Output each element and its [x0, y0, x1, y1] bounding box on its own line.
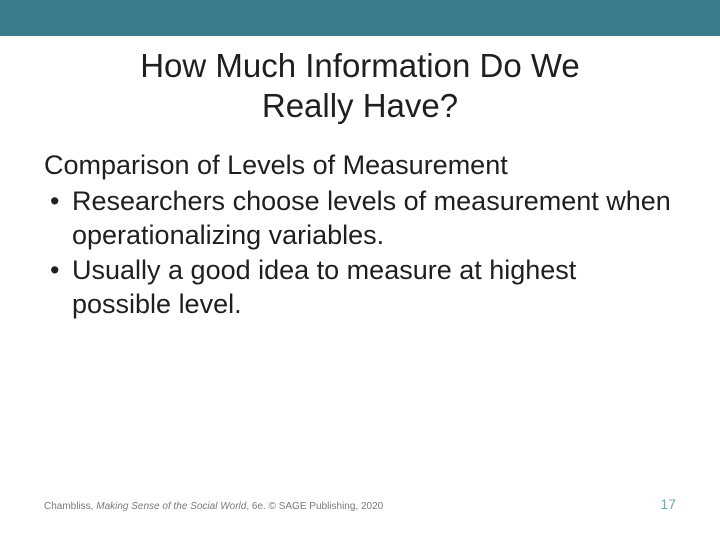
title-line-2: Really Have?: [262, 87, 458, 124]
list-item: Usually a good idea to measure at highes…: [44, 254, 676, 322]
slide-title: How Much Information Do We Really Have?: [0, 46, 720, 125]
slide-content: Comparison of Levels of Measurement Rese…: [0, 149, 720, 322]
footer-book-title: Making Sense of the Social World: [96, 501, 246, 512]
footer-citation: Chambliss, Making Sense of the Social Wo…: [44, 501, 383, 512]
bullet-list: Researchers choose levels of measurement…: [44, 185, 676, 322]
header-bar: [0, 0, 720, 36]
page-number: 17: [660, 496, 676, 512]
content-subtitle: Comparison of Levels of Measurement: [44, 149, 676, 183]
list-item: Researchers choose levels of measurement…: [44, 185, 676, 253]
slide-footer: Chambliss, Making Sense of the Social Wo…: [44, 496, 676, 512]
footer-edition: , 6e. © SAGE Publishing, 2020: [246, 501, 383, 512]
footer-author: Chambliss,: [44, 501, 96, 512]
title-line-1: How Much Information Do We: [140, 47, 580, 84]
